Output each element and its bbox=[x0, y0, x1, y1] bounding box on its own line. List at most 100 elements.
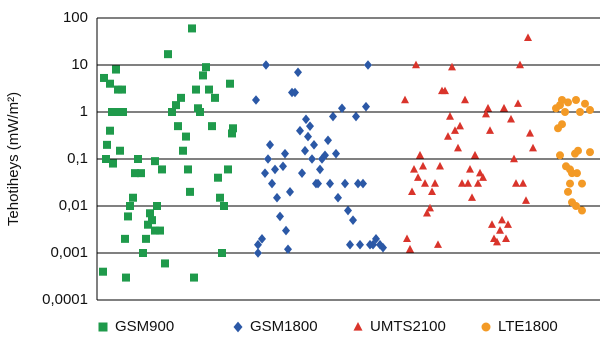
data-point bbox=[504, 220, 512, 228]
data-point bbox=[586, 106, 594, 115]
data-point bbox=[121, 234, 129, 243]
data-point bbox=[529, 143, 537, 152]
data-point bbox=[458, 179, 466, 187]
data-point bbox=[464, 179, 472, 187]
data-point bbox=[112, 65, 120, 74]
data-point bbox=[100, 73, 108, 82]
y-tick-label: 0,001 bbox=[50, 244, 88, 261]
data-point bbox=[228, 129, 236, 138]
data-point bbox=[474, 179, 482, 187]
data-point bbox=[338, 103, 346, 114]
data-point bbox=[273, 192, 281, 203]
data-point bbox=[302, 114, 310, 125]
data-point bbox=[479, 173, 487, 181]
data-point bbox=[291, 87, 299, 98]
legend-marker bbox=[481, 322, 491, 332]
data-point bbox=[271, 164, 279, 175]
data-point bbox=[412, 60, 420, 69]
data-point bbox=[446, 112, 454, 120]
data-point bbox=[493, 237, 501, 246]
data-point bbox=[359, 178, 367, 189]
data-point bbox=[406, 244, 414, 253]
data-point bbox=[122, 273, 130, 282]
data-point bbox=[306, 121, 314, 131]
data-point bbox=[118, 85, 126, 94]
data-point bbox=[500, 103, 508, 112]
data-point bbox=[131, 169, 139, 178]
data-point bbox=[279, 161, 287, 172]
data-point bbox=[572, 202, 580, 210]
data-point bbox=[356, 239, 364, 250]
data-point bbox=[218, 249, 226, 257]
data-point bbox=[410, 165, 418, 173]
data-point bbox=[564, 98, 572, 107]
data-point bbox=[428, 187, 436, 196]
data-point bbox=[102, 155, 110, 163]
data-point bbox=[153, 202, 161, 210]
y-tick-label: 0,0001 bbox=[42, 291, 88, 308]
data-point bbox=[434, 240, 442, 248]
data-point bbox=[496, 226, 504, 234]
data-point bbox=[262, 60, 270, 70]
data-point bbox=[482, 109, 490, 118]
data-point bbox=[134, 155, 142, 163]
data-point bbox=[401, 95, 409, 104]
data-point bbox=[476, 168, 484, 177]
data-point bbox=[106, 79, 114, 88]
data-point bbox=[308, 154, 316, 164]
data-point bbox=[519, 179, 527, 187]
data-point bbox=[576, 108, 584, 116]
data-point bbox=[142, 234, 150, 243]
legend-label: UMTS2100 bbox=[370, 318, 446, 335]
data-point bbox=[146, 209, 154, 218]
legend-label: LTE1800 bbox=[498, 318, 558, 335]
data-point bbox=[510, 154, 518, 163]
data-point bbox=[516, 60, 524, 69]
data-point bbox=[431, 179, 439, 187]
legend-marker bbox=[233, 321, 243, 333]
data-point bbox=[151, 226, 159, 235]
data-point bbox=[524, 33, 532, 41]
data-point bbox=[151, 157, 159, 166]
legend-marker bbox=[353, 322, 363, 331]
data-point bbox=[334, 192, 342, 203]
data-point bbox=[99, 267, 107, 276]
legend-label: GSM900 bbox=[115, 318, 174, 335]
data-point bbox=[354, 178, 362, 189]
data-point bbox=[454, 143, 462, 152]
data-point bbox=[346, 239, 354, 250]
data-point bbox=[344, 205, 352, 216]
data-point bbox=[268, 178, 276, 189]
data-point bbox=[522, 196, 530, 204]
y-tick-label: 0,1 bbox=[67, 150, 88, 167]
data-point bbox=[364, 60, 372, 70]
data-point bbox=[301, 145, 309, 156]
data-point bbox=[286, 187, 294, 197]
y-tick-label: 0,01 bbox=[59, 197, 88, 214]
data-point bbox=[376, 239, 384, 250]
data-point bbox=[254, 239, 262, 250]
data-point bbox=[341, 178, 349, 189]
data-point bbox=[220, 202, 228, 210]
data-point bbox=[124, 212, 132, 221]
data-point bbox=[119, 108, 127, 116]
data-point bbox=[507, 114, 515, 123]
data-point bbox=[414, 173, 422, 181]
data-point bbox=[558, 96, 566, 105]
data-point bbox=[566, 179, 574, 188]
data-point bbox=[188, 24, 196, 33]
data-point bbox=[461, 95, 469, 104]
data-point bbox=[211, 93, 219, 102]
data-point bbox=[298, 168, 306, 178]
data-point bbox=[214, 173, 222, 182]
data-point bbox=[208, 122, 216, 131]
data-point bbox=[426, 203, 434, 212]
data-point bbox=[316, 164, 324, 175]
data-point bbox=[186, 187, 194, 196]
data-point bbox=[254, 248, 262, 258]
data-point bbox=[468, 193, 476, 201]
data-point bbox=[403, 234, 411, 243]
data-point bbox=[144, 220, 152, 229]
data-point bbox=[106, 126, 114, 135]
y-axis-label: Tehotiheys (mW/m²) bbox=[5, 92, 22, 226]
